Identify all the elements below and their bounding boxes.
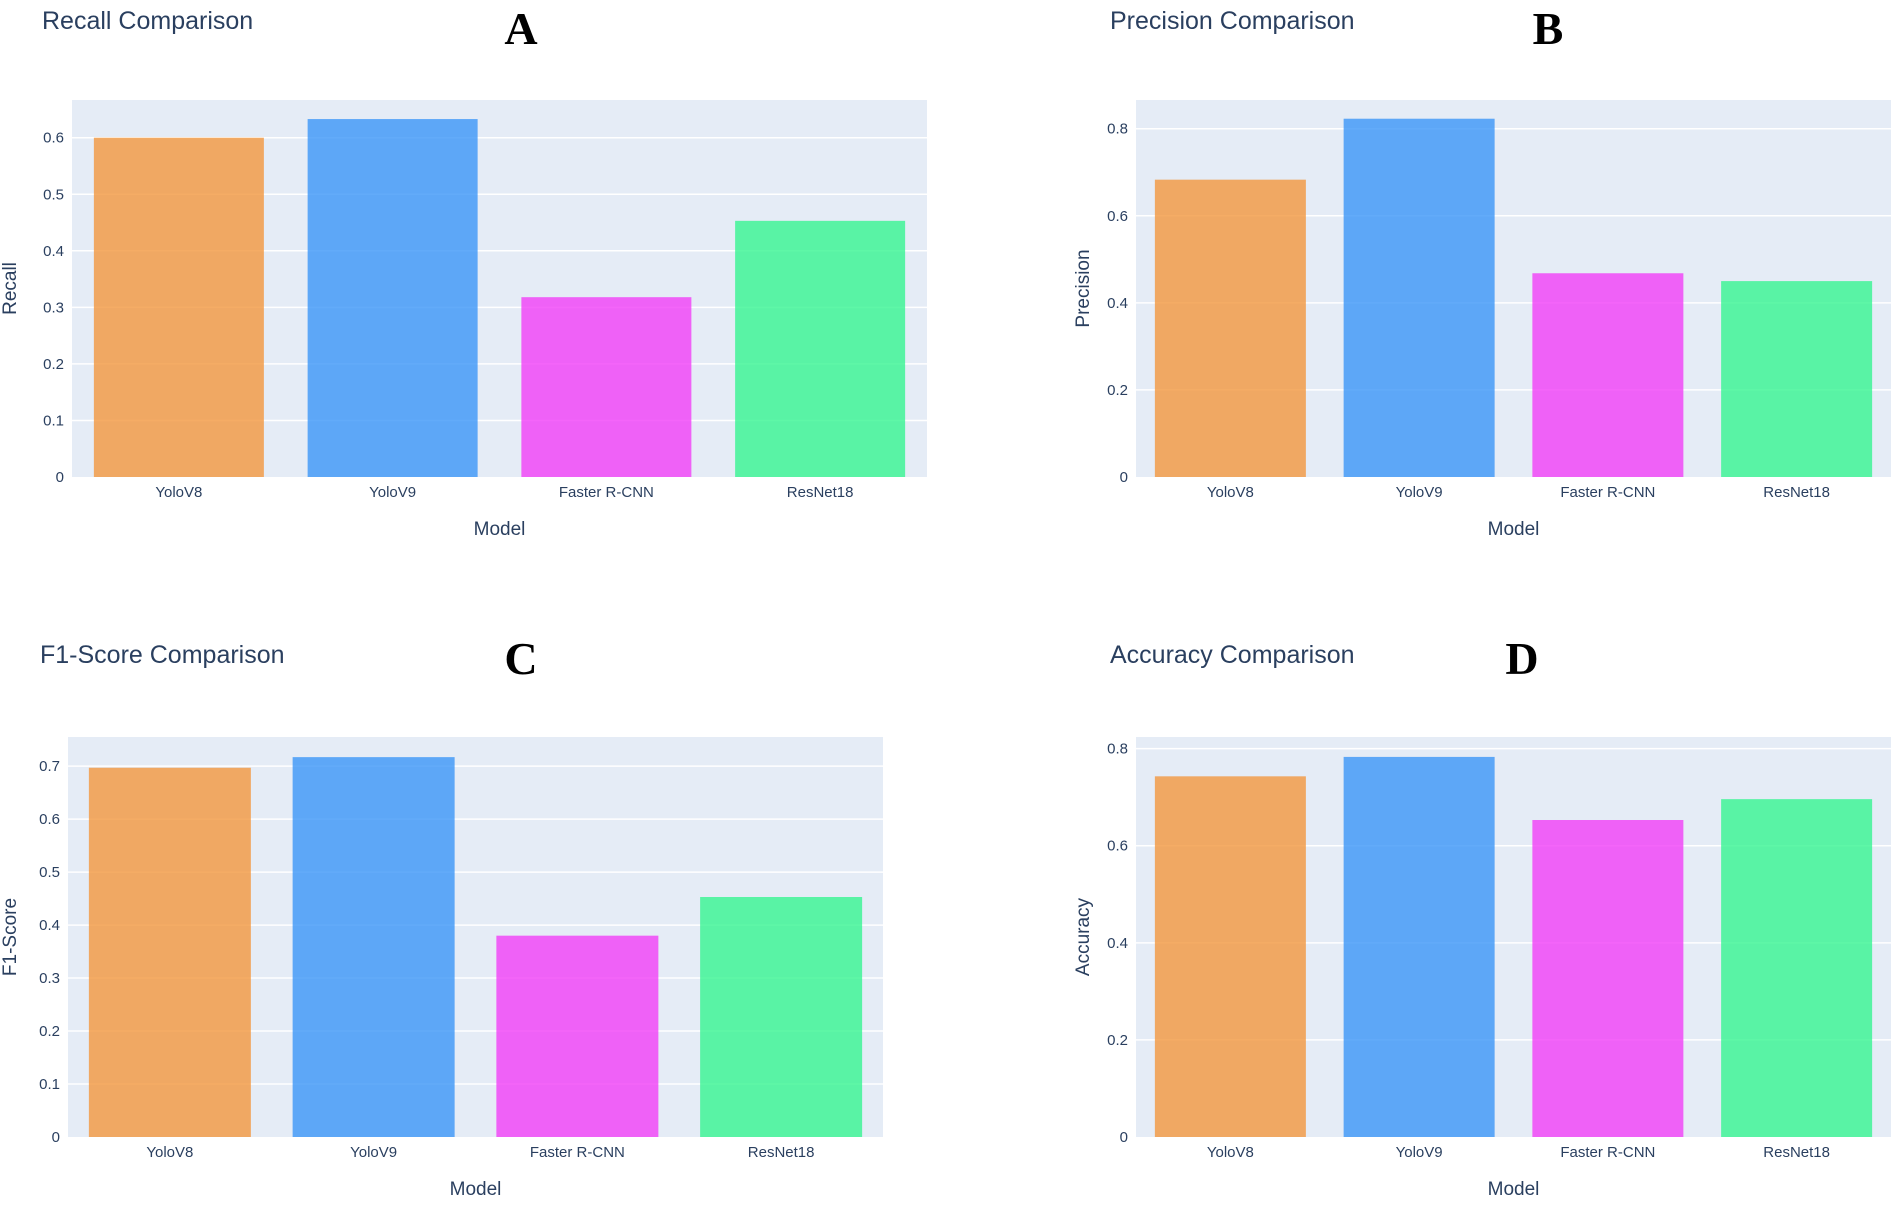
bar-faster-r-cnn[interactable] (1532, 820, 1684, 1137)
bar-yolov9[interactable] (1343, 118, 1495, 478)
y-axis-title: Accuracy (1073, 897, 1094, 976)
x-tick-label: YoloV8 (155, 484, 202, 501)
x-tick-label: Faster R-CNN (1560, 484, 1655, 501)
y-axis-title: F1-Score (0, 898, 21, 976)
panel-letter: B (1533, 3, 1564, 54)
y-tick-label: 0.1 (43, 412, 64, 429)
x-tick-label: ResNet18 (1763, 484, 1830, 501)
y-tick-label: 0.6 (1107, 838, 1128, 855)
chart-panel-a: Recall Comparison A 0 0.1 0.2 0.3 0.4 0.5 0.6 Yol… (0, 3, 927, 540)
y-tick-label: 0.8 (1107, 741, 1128, 758)
x-axis-title: Model (450, 1179, 502, 1200)
x-axis-title: Model (1488, 519, 1540, 540)
x-axis-title: Model (1488, 1179, 1540, 1200)
y-axis-title: Recall (0, 262, 21, 315)
y-tick-label: 0.4 (1107, 295, 1128, 312)
y-tick-label: 0.5 (39, 864, 60, 881)
y-tick-label: 0.2 (1107, 1032, 1128, 1049)
chart-panel-c: F1-Score Comparison C 0 0.1 0.2 0.3 0.4 0.5 0.6 0… (0, 633, 883, 1200)
y-tick-label: 0.4 (1107, 935, 1128, 952)
bar-resnet18[interactable] (1721, 799, 1873, 1137)
x-tick-label: Faster R-CNN (530, 1144, 625, 1161)
y-tick-label: 0.5 (43, 186, 64, 203)
x-tick-label: YoloV9 (1396, 1144, 1443, 1161)
panel-letter: A (504, 3, 537, 54)
bar-yolov9[interactable] (307, 119, 478, 477)
y-tick-label: 0.4 (43, 243, 64, 260)
y-tick-label: 0.6 (39, 811, 60, 828)
x-tick-label: YoloV8 (146, 1144, 193, 1161)
x-tick-label: Faster R-CNN (1560, 1144, 1655, 1161)
y-tick-label: 0.3 (39, 970, 60, 987)
bar-resnet18[interactable] (700, 897, 863, 1137)
bar-faster-r-cnn[interactable] (496, 935, 659, 1137)
y-tick-label: 0.4 (39, 917, 60, 934)
bar-yolov8[interactable] (1154, 179, 1306, 478)
bar-yolov9[interactable] (1343, 756, 1495, 1137)
bar-resnet18[interactable] (1721, 281, 1873, 477)
y-tick-label: 0.6 (1107, 208, 1128, 225)
bar-yolov8[interactable] (93, 137, 264, 477)
y-axis-title: Precision (1073, 249, 1094, 327)
x-tick-label: ResNet18 (1763, 1144, 1830, 1161)
bar-yolov8[interactable] (88, 767, 251, 1137)
chart-panel-d: Accuracy Comparison D 0 0.2 0.4 0.6 0.8 YoloV8 Y… (1073, 633, 1891, 1200)
y-tick-label: 0.7 (39, 758, 60, 775)
x-tick-label: YoloV9 (1396, 484, 1443, 501)
x-axis-title: Model (474, 519, 526, 540)
x-tick-label: ResNet18 (787, 484, 854, 501)
y-tick-label: 0 (52, 1129, 60, 1146)
bar-yolov8[interactable] (1154, 776, 1306, 1137)
y-tick-label: 0 (1120, 1129, 1128, 1146)
y-tick-label: 0.1 (39, 1076, 60, 1093)
chart-title: F1-Score Comparison (40, 641, 285, 669)
x-tick-label: YoloV9 (350, 1144, 397, 1161)
y-tick-label: 0.8 (1107, 121, 1128, 138)
chart-title: Precision Comparison (1110, 7, 1355, 35)
y-tick-label: 0.2 (43, 356, 64, 373)
x-tick-label: YoloV8 (1207, 484, 1254, 501)
y-tick-label: 0.2 (1107, 382, 1128, 399)
y-tick-label: 0 (1120, 469, 1128, 486)
panel-letter: D (1505, 633, 1538, 684)
bar-faster-r-cnn[interactable] (521, 297, 692, 477)
bar-yolov9[interactable] (292, 757, 455, 1137)
y-tick-label: 0.2 (39, 1023, 60, 1040)
bar-resnet18[interactable] (735, 220, 906, 477)
chart-title: Accuracy Comparison (1110, 641, 1355, 669)
chart-title: Recall Comparison (42, 7, 253, 35)
panel-letter: C (504, 633, 537, 684)
x-tick-label: YoloV9 (369, 484, 416, 501)
bar-faster-r-cnn[interactable] (1532, 273, 1684, 477)
y-tick-label: 0.6 (43, 130, 64, 147)
x-tick-label: ResNet18 (748, 1144, 815, 1161)
y-tick-label: 0 (56, 469, 64, 486)
chart-panel-b: Precision Comparison B 0 0.2 0.4 0.6 0.8 YoloV8… (1073, 3, 1891, 540)
y-tick-label: 0.3 (43, 299, 64, 316)
x-tick-label: YoloV8 (1207, 1144, 1254, 1161)
x-tick-label: Faster R-CNN (559, 484, 654, 501)
